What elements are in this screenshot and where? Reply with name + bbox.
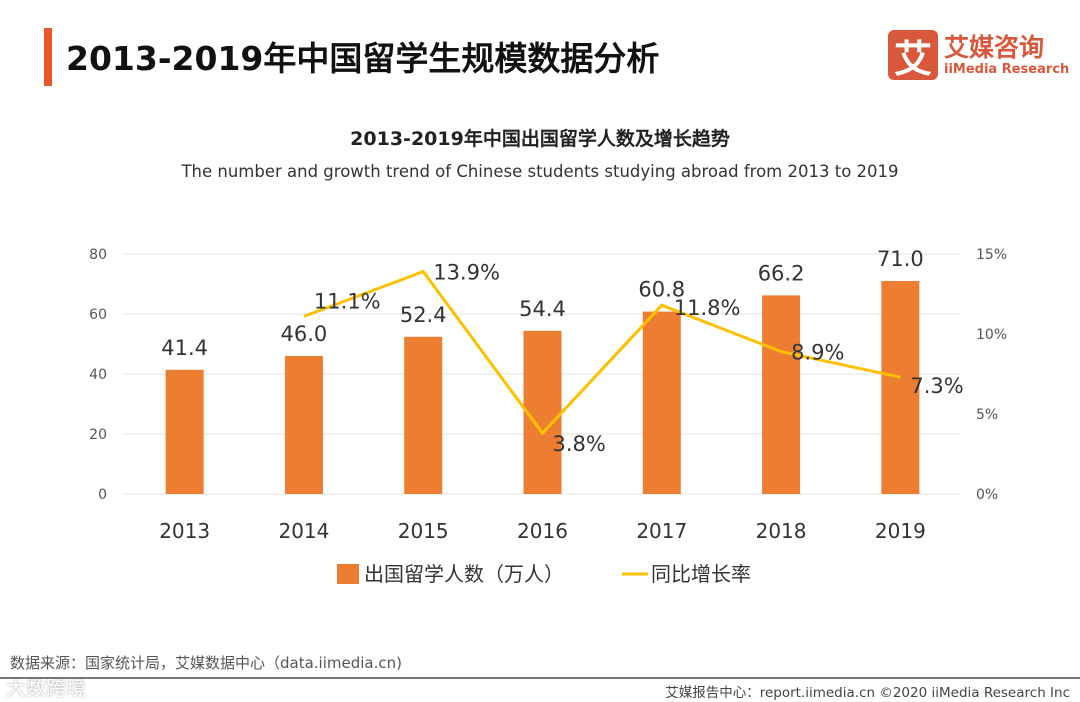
watermark: 大数跨境 [6,676,86,700]
iimedia-logo: 艾 艾媒咨询 iiMedia Research [888,30,1070,81]
legend-line-label: 同比增长率 [651,562,751,586]
bar-value-label: 41.4 [161,336,208,360]
chart: 0 20 40 60 80 0% 5% 10% 15% 41.4 2013 46.0 2014 52.4 2… [89,247,1007,586]
growth-value-label: 11.8% [674,296,741,320]
chart-subtitle: The number and growth trend of Chinese s… [181,162,899,181]
x-tick-label: 2016 [517,519,568,543]
left-tick-label: 40 [89,367,107,383]
source-note: 数据来源：国家统计局，艾媒数据中心（data.iimedia.cn) [10,654,402,672]
bar [523,330,562,494]
x-tick-label: 2019 [875,519,926,543]
bar [881,281,920,494]
bar-value-label: 71.0 [877,247,924,271]
bar-value-label: 46.0 [281,322,328,346]
growth-value-label: 7.3% [910,374,963,398]
growth-value-label: 13.9% [433,261,500,285]
x-tick-label: 2015 [398,519,449,543]
growth-value-label: 3.8% [553,432,606,456]
bar-value-label: 54.4 [519,297,566,321]
page-title: 2013-2019年中国留学生规模数据分析 [66,39,660,78]
bar [404,336,443,494]
x-tick-label: 2013 [159,519,210,543]
growth-value-label: 8.9% [791,341,844,365]
left-tick-label: 60 [89,307,107,323]
growth-value-label: 11.1% [314,289,381,313]
chart-title: 2013-2019年中国出国留学人数及增长趋势 [350,128,730,150]
bar [762,295,801,494]
left-tick-label: 20 [89,427,107,443]
logo-mark: 艾 [888,30,938,81]
bar-value-label: 60.8 [638,278,685,302]
right-tick-label: 0% [976,487,998,503]
bar [165,369,204,494]
right-tick-label: 15% [976,247,1007,263]
growth-line [303,269,901,436]
logo-en: iiMedia Research [944,61,1070,77]
footer-divider [0,677,1080,679]
bar [284,356,323,494]
left-tick-label: 0 [98,487,107,503]
x-tick-label: 2014 [278,519,329,543]
title-accent-bar [44,28,52,86]
x-tick-label: 2018 [756,519,807,543]
right-tick-label: 5% [976,407,998,423]
right-tick-label: 10% [976,327,1007,343]
bar [642,311,681,494]
x-tick-label: 2017 [636,519,687,543]
logo-cn: 艾媒咨询 [944,32,1045,62]
legend-bar-swatch [337,564,359,584]
footer-report: 艾媒报告中心：report.iimedia.cn ©2020 iiMedia R… [665,685,1070,701]
bar-value-label: 66.2 [758,261,805,285]
legend-bar-label: 出国留学人数（万人） [364,562,564,586]
left-tick-label: 80 [89,247,107,263]
bar-value-label: 52.4 [400,303,447,327]
